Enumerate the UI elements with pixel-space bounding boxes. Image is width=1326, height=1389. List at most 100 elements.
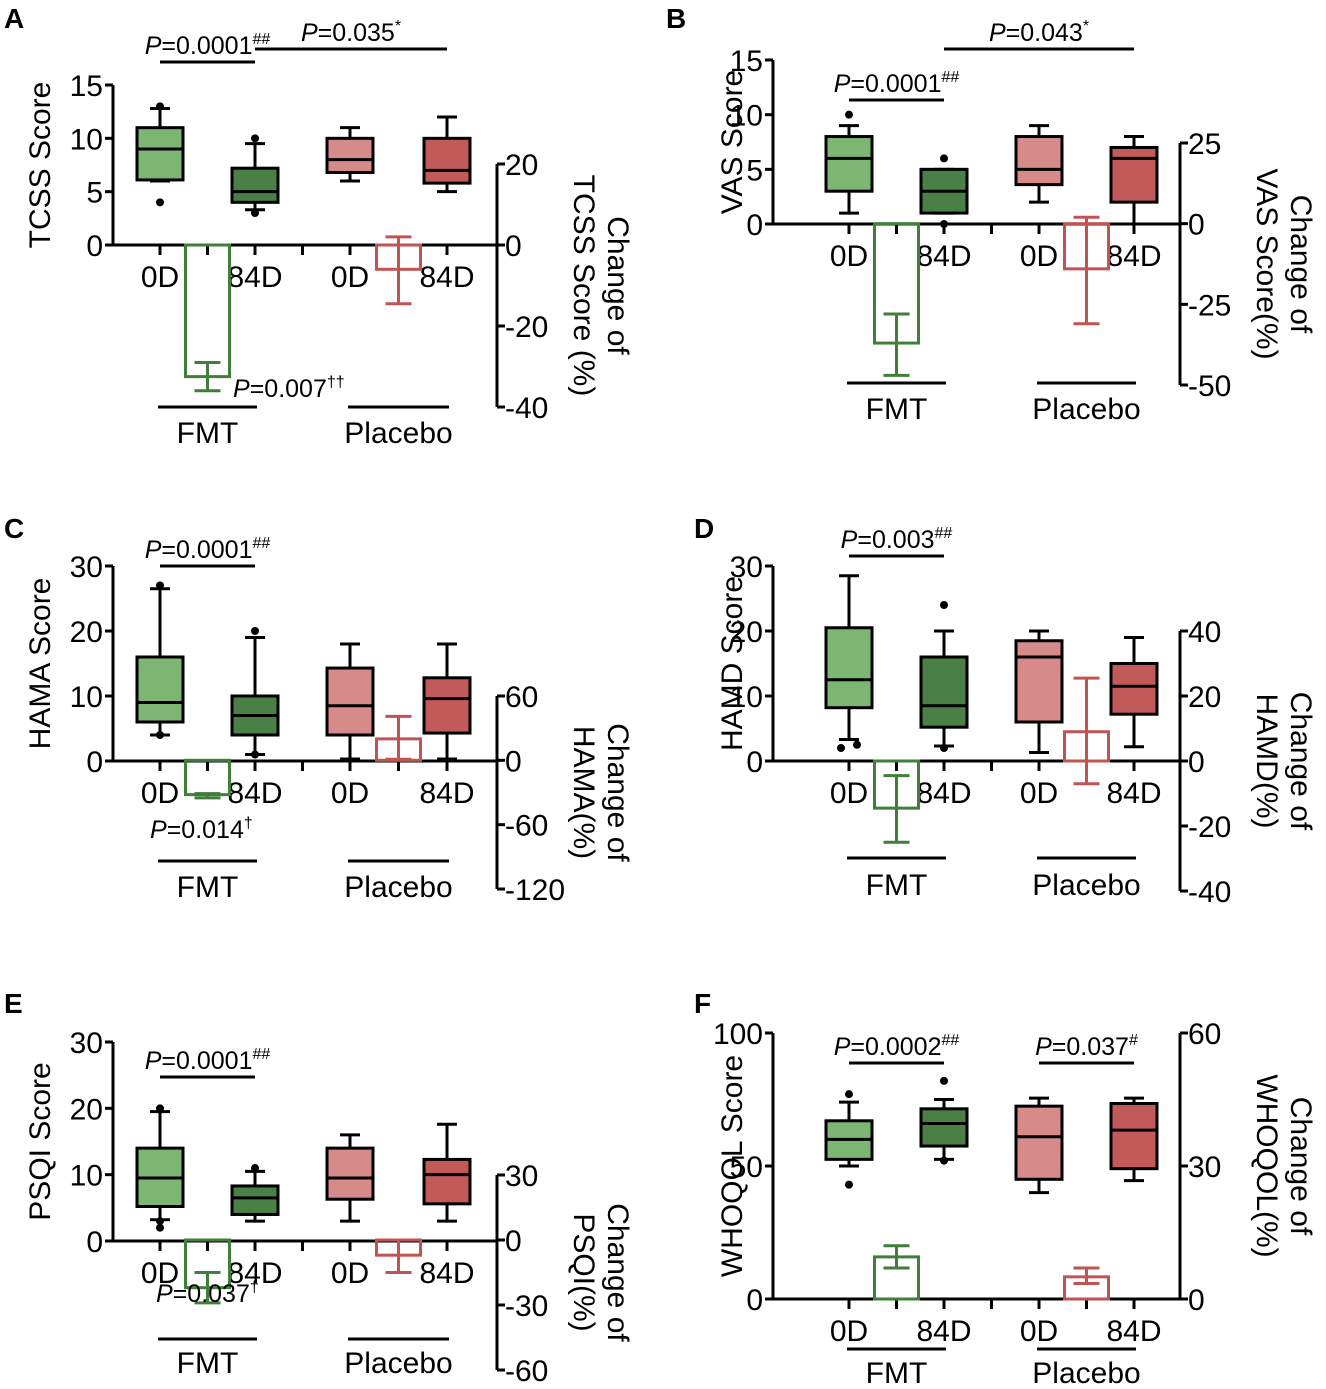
right-y-tick-label: 0 <box>1188 1284 1205 1317</box>
group-label-fmt: FMT <box>177 1347 239 1380</box>
panel-letter: B <box>666 3 686 34</box>
box-iqr <box>1109 1101 1159 1171</box>
right-y-tick-label: 60 <box>505 681 538 714</box>
box-placebo-0d <box>325 1133 375 1223</box>
box-iqr <box>919 655 969 729</box>
group-label-fmt: FMT <box>866 869 928 902</box>
outlier-point <box>156 1217 164 1226</box>
x-category-label: 0D <box>331 777 369 810</box>
left-y-tick-label: 0 <box>86 746 103 779</box>
left-y-axis-title: WHOQOL Score <box>716 1055 749 1277</box>
outlier-point <box>845 110 853 119</box>
box-fmt-84d <box>230 1164 280 1223</box>
box-iqr <box>919 1107 969 1148</box>
x-category-label: 0D <box>331 261 369 294</box>
x-category-label: 0D <box>1020 1315 1058 1348</box>
box-iqr <box>1014 639 1064 724</box>
box-iqr <box>1109 662 1159 716</box>
box-fmt-0d <box>135 581 185 739</box>
right-y-tick-label: 60 <box>1188 1018 1221 1051</box>
left-y-tick-label: 0 <box>746 746 763 779</box>
box-iqr <box>325 136 375 174</box>
outlier-point <box>251 134 259 143</box>
outlier-point <box>940 1076 948 1085</box>
box-fmt-0d <box>135 102 185 207</box>
box-iqr <box>325 666 375 737</box>
box-fmt-84d <box>230 134 280 217</box>
p-value-label: P=0.0001## <box>145 1046 271 1075</box>
box-iqr <box>422 1157 472 1206</box>
outlier-point <box>845 1090 853 1099</box>
x-category-label: 84D <box>419 261 474 294</box>
box-placebo-84d <box>1109 135 1159 226</box>
box-placebo-0d <box>325 642 375 761</box>
right-y-tick-label: -25 <box>1188 289 1231 322</box>
box-iqr <box>325 1146 375 1201</box>
panel-e: E 0 10 20 30 PSQI Score 0D 84D 0D 84D -60 -30 0 30 Cha… <box>4 988 634 1388</box>
outlier-point <box>940 1156 948 1165</box>
right-y-tick-label: -40 <box>505 392 548 425</box>
outlier-point <box>156 1223 164 1232</box>
p-value-label: P=0.007†† <box>233 374 345 403</box>
outlier-point <box>156 198 164 207</box>
left-y-tick-label: 15 <box>70 70 103 103</box>
outlier-point <box>251 209 259 217</box>
panel-letter: C <box>4 513 24 544</box>
box-placebo-0d <box>1014 629 1064 755</box>
right-y-tick-label: 0 <box>1188 746 1205 779</box>
box-fmt-0d <box>135 1104 185 1232</box>
right-y-tick-label: -60 <box>505 810 548 843</box>
box-iqr <box>135 655 185 724</box>
x-category-label: 84D <box>1106 777 1161 810</box>
box-placebo-0d <box>325 126 375 183</box>
x-category-label: 0D <box>830 240 868 273</box>
p-value-label: P=0.035* <box>301 18 401 47</box>
x-category-label: 84D <box>916 1315 971 1348</box>
group-label-placebo: Placebo <box>344 417 452 450</box>
p-value-label: P=0.0001## <box>834 69 960 98</box>
outlier-point <box>853 740 861 749</box>
left-y-tick-label: 30 <box>70 1027 103 1060</box>
panel-letter: E <box>4 988 23 1019</box>
box-iqr <box>422 136 472 185</box>
x-category-label: 84D <box>419 1257 474 1290</box>
left-y-axis-title: HAMD Score <box>716 576 749 751</box>
right-y-tick-label: 30 <box>505 1160 538 1193</box>
panel-a: A 0 5 10 15 TCSS Score 0D 84D 0D 84D -40 -20 0 20 Chan… <box>4 3 634 450</box>
left-y-tick-label: 30 <box>70 551 103 584</box>
right-y-tick-label: -60 <box>505 1355 548 1388</box>
x-category-label: 84D <box>227 1257 282 1290</box>
box-placebo-84d <box>1109 1096 1159 1183</box>
box-iqr <box>1014 1104 1064 1181</box>
outlier-point <box>156 1104 164 1113</box>
outlier-point <box>940 220 948 228</box>
left-y-tick-label: 20 <box>70 616 103 649</box>
group-label-placebo: Placebo <box>1032 1357 1140 1389</box>
outlier-point <box>837 744 845 752</box>
group-label-fmt: FMT <box>866 393 928 426</box>
p-value-label: P=0.037# <box>1035 1032 1138 1061</box>
left-y-tick-label: 20 <box>730 616 763 649</box>
outlier-point <box>940 154 948 163</box>
box-fmt-84d <box>919 1076 969 1165</box>
box-iqr <box>230 166 280 204</box>
left-y-tick-label: 30 <box>730 551 763 584</box>
outlier-point <box>251 627 259 635</box>
box-placebo-84d <box>1109 636 1159 749</box>
x-category-label: 84D <box>916 777 971 810</box>
x-category-label: 84D <box>227 777 282 810</box>
x-category-label: 0D <box>141 1257 179 1290</box>
x-category-label: 84D <box>916 240 971 273</box>
group-label-fmt: FMT <box>177 417 239 450</box>
left-y-tick-label: 0 <box>86 1226 103 1259</box>
right-y-tick-label: 25 <box>1188 128 1221 161</box>
p-value-label: P=0.0001## <box>145 31 271 60</box>
x-category-label: 0D <box>141 777 179 810</box>
left-y-tick-label: 10 <box>70 1160 103 1193</box>
right-y-tick-label: -20 <box>505 311 548 344</box>
outlier-point <box>156 581 164 590</box>
x-category-label: 84D <box>1106 1315 1161 1348</box>
